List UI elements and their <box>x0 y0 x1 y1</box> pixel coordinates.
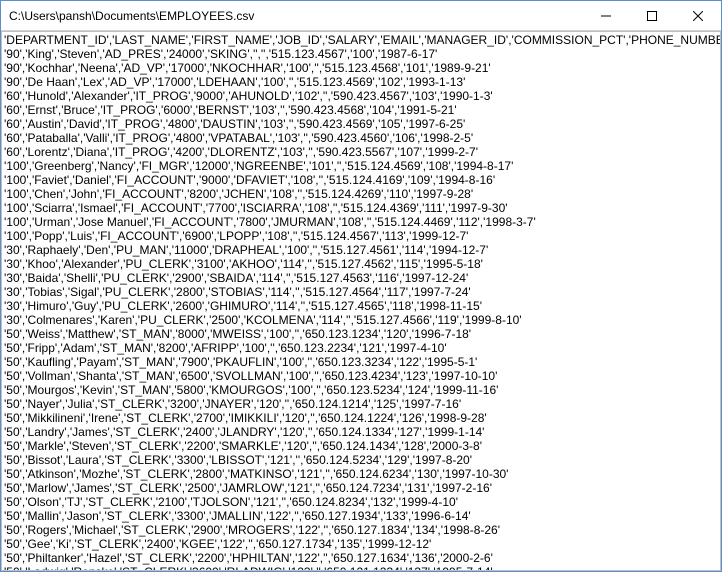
minimize-icon <box>601 11 611 21</box>
text-line: '50','Vollman','Shanta','ST_MAN','6500',… <box>4 369 718 383</box>
text-line: '50','Fripp','Adam','ST_MAN','8200','AFR… <box>4 341 718 355</box>
text-line: '50','Mallin','Jason','ST_CLERK','3300',… <box>4 509 718 523</box>
text-line: '30','Khoo','Alexander','PU_CLERK','3100… <box>4 257 718 271</box>
text-line: '50','Bissot','Laura','ST_CLERK','3300',… <box>4 453 718 467</box>
text-line: '50','Rogers','Michael','ST_CLERK','2900… <box>4 523 718 537</box>
text-line: '50','Marlow','James','ST_CLERK','2500',… <box>4 481 718 495</box>
text-line: '50','Landry','James','ST_CLERK','2400',… <box>4 425 718 439</box>
text-line: '50','Mikkilineni','Irene','ST_CLERK','2… <box>4 411 718 425</box>
close-icon <box>693 11 703 21</box>
text-line: '50','Markle','Steven','ST_CLERK','2200'… <box>4 439 718 453</box>
text-line: '50','Philtanker','Hazel','ST_CLERK','22… <box>4 551 718 565</box>
text-line: '60','Pataballa','Valli','IT_PROG','4800… <box>4 131 718 145</box>
text-line: '30','Baida','Shelli','PU_CLERK','2900',… <box>4 271 718 285</box>
text-line: '50','Ladwig','Renske','ST_CLERK','3600'… <box>4 565 718 571</box>
text-line: '30','Himuro','Guy','PU_CLERK','2600','G… <box>4 299 718 313</box>
maximize-icon <box>647 11 657 21</box>
text-line: '60','Hunold','Alexander','IT_PROG','900… <box>4 89 718 103</box>
text-content-area[interactable]: 'DEPARTMENT_ID','LAST_NAME','FIRST_NAME'… <box>1 31 721 571</box>
text-line: '50','Kaufling','Payam','ST_MAN','7900',… <box>4 355 718 369</box>
text-line: '60','Ernst','Bruce','IT_PROG','6000','B… <box>4 103 718 117</box>
text-line: '50','Olson','TJ','ST_CLERK','2100','TJO… <box>4 495 718 509</box>
text-line: '50','Weiss','Matthew','ST_MAN','8000','… <box>4 327 718 341</box>
text-line: '50','Mourgos','Kevin','ST_MAN','5800','… <box>4 383 718 397</box>
text-line: '60','Lorentz','Diana','IT_PROG','4200',… <box>4 145 718 159</box>
window-title: C:\Users\pansh\Documents\EMPLOYEES.csv <box>1 9 583 23</box>
close-button[interactable] <box>675 1 721 31</box>
text-line: '100','Chen','John','FI_ACCOUNT','8200',… <box>4 187 718 201</box>
text-line: '100','Sciarra','Ismael','FI_ACCOUNT','7… <box>4 201 718 215</box>
text-line: '30','Colmenares','Karen','PU_CLERK','25… <box>4 313 718 327</box>
text-line: '100','Faviet','Daniel','FI_ACCOUNT','90… <box>4 173 718 187</box>
text-line: '30','Tobias','Sigal','PU_CLERK','2800',… <box>4 285 718 299</box>
text-line: '30','Raphaely','Den','PU_MAN','11000','… <box>4 243 718 257</box>
text-line: '60','Austin','David','IT_PROG','4800','… <box>4 117 718 131</box>
text-line: '90','Kochhar','Neena','AD_VP','17000','… <box>4 61 718 75</box>
text-line: '50','Nayer','Julia','ST_CLERK','3200','… <box>4 397 718 411</box>
text-line: '100','Urman','Jose Manuel','FI_ACCOUNT'… <box>4 215 718 229</box>
text-line: '100','Popp','Luis','FI_ACCOUNT','6900',… <box>4 229 718 243</box>
text-line: '50','Atkinson','Mozhe','ST_CLERK','2800… <box>4 467 718 481</box>
minimize-button[interactable] <box>583 1 629 31</box>
text-line: '90','King','Steven','AD_PRES','24000','… <box>4 47 718 61</box>
title-bar[interactable]: C:\Users\pansh\Documents\EMPLOYEES.csv <box>1 1 721 31</box>
maximize-button[interactable] <box>629 1 675 31</box>
text-line: '100','Greenberg','Nancy','FI_MGR','1200… <box>4 159 718 173</box>
text-line: '50','Gee','Ki','ST_CLERK','2400','KGEE'… <box>4 537 718 551</box>
text-line: '90','De Haan','Lex','AD_VP','17000','LD… <box>4 75 718 89</box>
text-line: 'DEPARTMENT_ID','LAST_NAME','FIRST_NAME'… <box>4 33 718 47</box>
